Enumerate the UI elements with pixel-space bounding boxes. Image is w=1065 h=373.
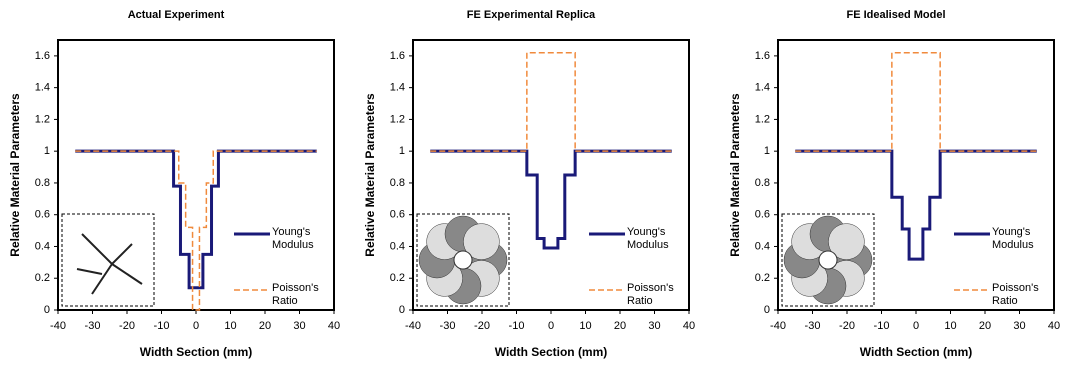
legend-entry: Young's Modulus (992, 226, 1034, 251)
x-tick-label: 10 (579, 320, 591, 332)
x-tick-label: 20 (259, 320, 271, 332)
x-tick-label: 0 (913, 320, 919, 332)
y-axis-label: Relative Material Parameters (363, 93, 377, 257)
series-line (795, 149, 1037, 261)
y-tick-label: 1 (44, 145, 50, 157)
legend-label: Young's Modulus (992, 226, 1034, 251)
chart-title: FE Idealised Model (846, 9, 945, 21)
series-line (75, 149, 317, 290)
x-tick-label: -30 (440, 320, 456, 332)
legend-label: Poisson's Ratio (992, 282, 1039, 307)
legend-entry: Poisson's Ratio (272, 282, 319, 307)
x-tick-label: -40 (770, 320, 786, 332)
x-tick-label: 0 (193, 320, 199, 332)
inset-petal (463, 223, 500, 260)
x-axis-label: Width Section (mm) (140, 345, 253, 359)
y-tick-label: 1.6 (755, 50, 770, 62)
inset-core (818, 250, 838, 270)
plot-frame (412, 39, 690, 311)
y-tick-label: 0.8 (755, 177, 770, 189)
series-line (430, 149, 672, 250)
x-tick-label: -20 (474, 320, 490, 332)
y-tick-label: 1.6 (390, 50, 405, 62)
x-tick-label: 0 (548, 320, 554, 332)
x-tick-label: -30 (805, 320, 821, 332)
legend-entry: Young's Modulus (272, 226, 314, 251)
x-tick-label: 30 (648, 320, 660, 332)
y-tick-label: 1 (764, 145, 770, 157)
x-tick-label: 10 (224, 320, 236, 332)
y-tick-label: 1 (399, 145, 405, 157)
legend-entry: Poisson's Ratio (992, 282, 1039, 307)
legend-entry: Poisson's Ratio (627, 282, 674, 307)
y-tick-label: 0.4 (390, 240, 405, 252)
y-tick-label: 0.2 (755, 272, 770, 284)
y-tick-label: 1.4 (35, 82, 50, 94)
x-tick-label: -30 (85, 320, 101, 332)
y-tick-label: 0.6 (755, 209, 770, 221)
legend-label: Poisson's Ratio (627, 282, 674, 307)
x-tick-label: 40 (1048, 320, 1060, 332)
plot-frame (777, 39, 1055, 311)
legend-label: Poisson's Ratio (272, 282, 319, 307)
y-tick-label: 0 (44, 304, 50, 316)
y-tick-label: 0 (764, 304, 770, 316)
y-tick-label: 1.2 (35, 113, 50, 125)
x-tick-label: 40 (683, 320, 695, 332)
y-tick-label: 1.2 (755, 113, 770, 125)
y-tick-label: 0.8 (390, 177, 405, 189)
chart-title: Actual Experiment (128, 9, 225, 21)
y-axis-label: Relative Material Parameters (8, 93, 22, 257)
x-tick-label: -10 (509, 320, 525, 332)
x-tick-label: 30 (293, 320, 305, 332)
inset-core (453, 250, 473, 270)
legend-label: Young's Modulus (627, 226, 669, 251)
x-axis-label: Width Section (mm) (495, 345, 608, 359)
inset-petal (828, 223, 865, 260)
x-tick-label: 20 (979, 320, 991, 332)
y-tick-label: 1.4 (755, 82, 770, 94)
chart-title: FE Experimental Replica (467, 9, 596, 21)
x-axis-label: Width Section (mm) (860, 345, 973, 359)
x-tick-label: 40 (328, 320, 340, 332)
y-tick-label: 0.4 (35, 240, 50, 252)
x-tick-label: -20 (839, 320, 855, 332)
y-tick-label: 0.6 (390, 209, 405, 221)
x-tick-label: -10 (154, 320, 170, 332)
x-tick-label: 30 (1013, 320, 1025, 332)
inset-crack (76, 233, 143, 295)
x-tick-label: 10 (944, 320, 956, 332)
y-tick-label: 1.2 (390, 113, 405, 125)
y-tick-label: 0 (399, 304, 405, 316)
y-tick-label: 1.4 (390, 82, 405, 94)
series-line (430, 51, 672, 152)
y-axis-label: Relative Material Parameters (728, 93, 742, 257)
x-tick-label: -10 (874, 320, 890, 332)
x-tick-label: 20 (614, 320, 626, 332)
series-line (75, 150, 317, 311)
x-tick-label: -40 (50, 320, 66, 332)
x-tick-label: -40 (405, 320, 421, 332)
legend-entry: Young's Modulus (627, 226, 669, 251)
y-tick-label: 0.2 (390, 272, 405, 284)
series-line (795, 51, 1037, 152)
y-tick-label: 0.8 (35, 177, 50, 189)
x-tick-label: -20 (119, 320, 135, 332)
y-tick-label: 0.6 (35, 209, 50, 221)
y-tick-label: 0.4 (755, 240, 770, 252)
legend-label: Young's Modulus (272, 226, 314, 251)
y-tick-label: 0.2 (35, 272, 50, 284)
y-tick-label: 1.6 (35, 50, 50, 62)
